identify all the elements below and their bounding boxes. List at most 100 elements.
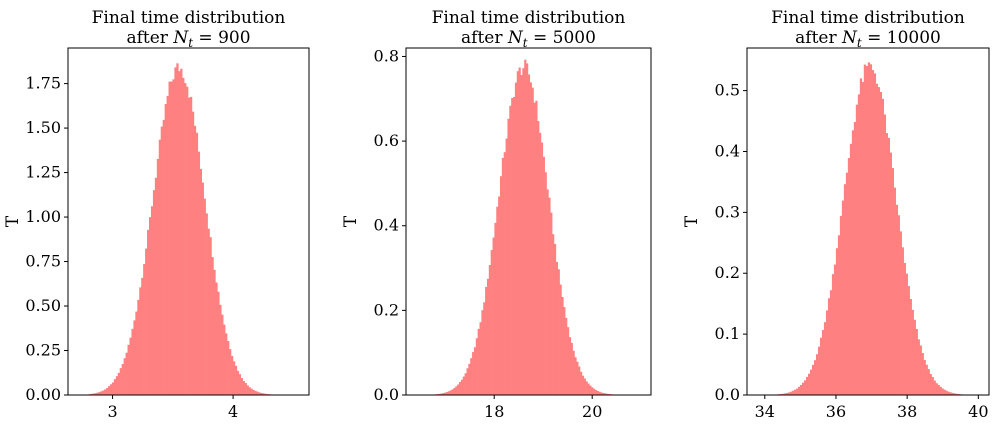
histogram-bar <box>252 389 255 395</box>
histogram-bar <box>568 337 572 395</box>
histogram-bar <box>440 393 443 395</box>
histogram-bar <box>513 97 516 396</box>
histogram-bar <box>186 86 189 396</box>
y-axis-label-1: T <box>3 215 23 227</box>
histogram-bar <box>849 143 853 395</box>
histogram-bar <box>213 269 216 395</box>
histogram-bar <box>853 122 857 396</box>
y-axis-ticks-2: 0.0 0.2 0.4 0.6 0.8 <box>374 46 406 404</box>
histogram-bar <box>955 393 958 395</box>
histogram-bar <box>250 388 253 395</box>
histogram-bar <box>796 388 799 395</box>
histogram-bar <box>550 212 553 395</box>
histogram-bar <box>264 393 267 395</box>
histogram-bar <box>490 250 493 395</box>
chart-subtitle-1: after Nt = 900 <box>126 28 250 50</box>
histogram-bar <box>921 353 924 395</box>
histogram-bar <box>207 228 210 395</box>
histogram-bar <box>258 392 261 395</box>
histogram-bar <box>794 389 797 395</box>
histogram-bar <box>238 374 242 395</box>
histogram-bar <box>111 382 115 395</box>
histogram-bar <box>905 273 908 395</box>
y-tick-label: 0.1 <box>715 324 740 343</box>
histogram-bar <box>580 371 583 395</box>
histogram-bar <box>507 118 510 396</box>
histogram-bar <box>501 157 505 395</box>
y-tick-label: 0.75 <box>25 252 61 271</box>
histogram-bar <box>260 392 263 395</box>
histogram-bar <box>188 97 191 395</box>
histogram-bar <box>809 369 813 395</box>
histogram-bar <box>811 364 815 395</box>
histogram-bar <box>817 346 821 395</box>
histogram-bar <box>806 376 809 395</box>
histogram-bar <box>899 231 902 395</box>
histogram-bar <box>481 310 484 395</box>
histogram-bar <box>234 365 238 395</box>
histogram-bar <box>909 298 912 395</box>
histogram-bar <box>108 386 111 395</box>
histogram-bar <box>813 360 817 395</box>
histogram-bar <box>121 363 124 395</box>
y-axis-label-3: T <box>682 215 702 227</box>
histogram-bar <box>594 390 598 395</box>
histogram-bar <box>877 87 881 395</box>
histogram-bar <box>455 386 458 395</box>
histogram-bar <box>158 139 162 395</box>
histogram-bar <box>499 176 503 395</box>
histogram-bar <box>555 261 559 395</box>
histogram-bar <box>800 385 803 395</box>
histogram-bar <box>444 392 447 395</box>
histogram-bars-1 <box>88 63 284 396</box>
axes-frame-1 <box>67 47 310 396</box>
histogram-bar <box>133 320 136 395</box>
histogram-bar <box>540 142 544 395</box>
histogram-bar <box>113 379 117 395</box>
x-tick-label: 36 <box>826 402 846 421</box>
histogram-bar <box>883 114 887 395</box>
histogram-bar <box>947 391 950 395</box>
histogram-bar <box>442 393 445 395</box>
histogram-bar <box>494 222 497 395</box>
histogram-bar <box>591 387 594 395</box>
histogram-bar <box>881 98 885 395</box>
histogram-bar <box>477 328 480 395</box>
histogram-bar <box>825 310 829 395</box>
histogram-bar <box>219 304 222 395</box>
histogram-bar <box>197 151 201 395</box>
histogram-bar <box>839 215 843 395</box>
histogram-bar <box>102 390 105 395</box>
histogram-bar <box>217 291 220 395</box>
histogram-bar <box>786 392 789 395</box>
histogram-bar <box>859 78 863 395</box>
histogram-bar <box>815 354 819 395</box>
histogram-bar <box>552 234 555 395</box>
histogram-bar <box>509 105 512 395</box>
histogram-bar <box>119 368 122 395</box>
histogram-bar <box>535 100 538 395</box>
y-tick-label: 0.50 <box>25 296 61 315</box>
histogram-bar <box>180 68 183 396</box>
histogram-bar <box>570 342 573 395</box>
histogram-bar <box>215 282 218 395</box>
histogram-bar <box>553 243 557 395</box>
histogram-bar <box>891 167 894 395</box>
histogram-bar <box>485 286 488 395</box>
histogram-bar <box>572 350 575 395</box>
histogram-bar <box>496 206 499 395</box>
histogram-bar <box>845 172 849 395</box>
histogram-bar <box>184 83 187 396</box>
y-tick-label: 1.25 <box>25 163 61 182</box>
histogram-bar <box>544 172 547 395</box>
histogram-bar <box>596 390 599 395</box>
histogram-bar <box>244 383 247 395</box>
histogram-bar <box>576 361 579 395</box>
histogram-bar <box>201 182 204 395</box>
histogram-bar <box>829 290 833 395</box>
histogram-bar <box>166 95 169 396</box>
histogram-bar <box>802 382 805 395</box>
histogram-bar <box>565 317 568 395</box>
